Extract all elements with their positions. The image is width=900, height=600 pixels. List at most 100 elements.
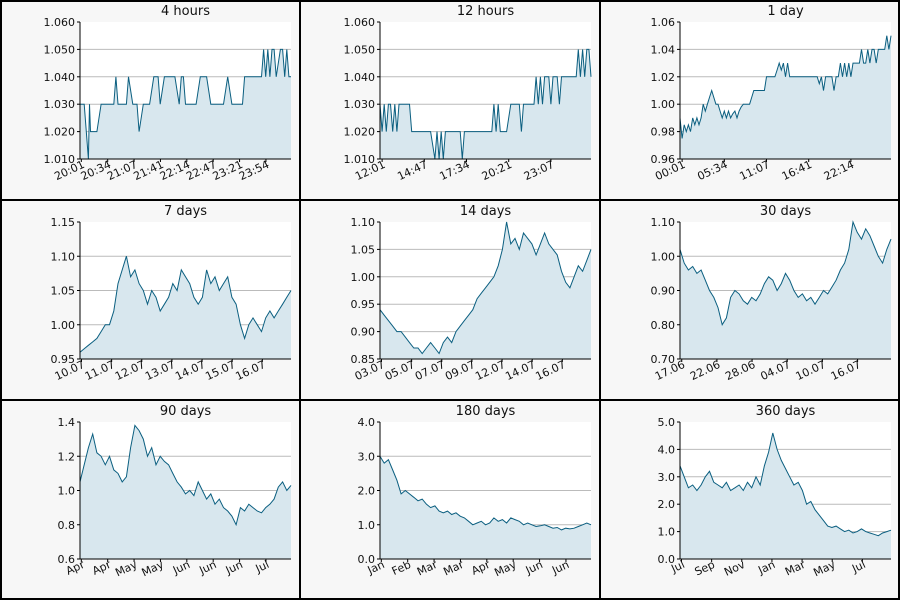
x-tick-label: 17:34 xyxy=(438,158,472,183)
grid-border-left xyxy=(0,0,2,600)
y-tick-label: 0.80 xyxy=(651,319,676,332)
y-tick-label: 1.06 xyxy=(651,16,676,29)
x-tick-label: Mar xyxy=(783,558,808,579)
series-line xyxy=(679,220,892,326)
y-tick-label: 1.02 xyxy=(651,71,676,84)
series-line xyxy=(379,456,592,531)
chart-title: 7 days xyxy=(164,204,207,219)
y-tick-label: 0.70 xyxy=(651,353,676,366)
y-tick-label: 0.0 xyxy=(358,553,376,566)
y-tick-label: 1.020 xyxy=(44,126,76,139)
chart-panel-4-hours: 1.010 1.020 1.030 1.040 1.050 1.060 20:01 20:34… xyxy=(0,0,300,200)
x-tick-label: Apr xyxy=(90,558,113,578)
chart-panel-12-hours: 1.010 1.020 1.030 1.040 1.050 1.060 12:01 14:47… xyxy=(300,0,600,200)
grid-divider-h2 xyxy=(0,399,900,401)
y-tick-label: 0.8 xyxy=(58,519,76,532)
chart-panel-90-days: 0.6 0.8 1.0 1.2 1.4 Apr Apr May May Jun Jun Jun Jul 9… xyxy=(0,400,300,600)
y-tick-label: 3.0 xyxy=(358,450,376,463)
x-tick-label: 28.06 xyxy=(723,358,757,383)
grid-border-top xyxy=(0,0,900,2)
series-area xyxy=(680,222,891,359)
chart-title: 14 days xyxy=(460,204,512,219)
y-tick-label: 1.04 xyxy=(651,43,676,56)
grid-border-right xyxy=(898,0,900,600)
x-tick-label: Jan xyxy=(755,558,777,577)
x-tick-label: May xyxy=(140,558,167,580)
x-tick-label: 22:14 xyxy=(822,158,856,183)
y-tick-label: 0.6 xyxy=(58,553,76,566)
x-tick-label: Jun xyxy=(549,558,571,577)
x-tick-label: 16.07 xyxy=(534,358,568,383)
chart-panel-7-days: 0.95 1.00 1.05 1.10 1.15 10.07 11.07 12.07 13.07… xyxy=(0,200,300,400)
chart-14-days: 0.850.900.951.001.051.1003.0705.0707.070… xyxy=(351,204,592,383)
x-tick-label: 09.07 xyxy=(443,358,477,383)
series-area xyxy=(80,425,291,559)
series-area xyxy=(380,456,591,559)
x-tick-label: 05:34 xyxy=(695,158,729,183)
x-tick-label: 10.07 xyxy=(794,358,828,383)
y-tick-label: 1.030 xyxy=(344,98,376,111)
y-tick-label: 4.0 xyxy=(358,416,376,429)
grid-divider-v1 xyxy=(299,0,301,600)
y-tick-label: 0.95 xyxy=(51,353,76,366)
chart-title: 1 day xyxy=(767,4,804,19)
y-tick-label: 1.10 xyxy=(651,216,676,229)
chart-title: 30 days xyxy=(760,204,812,219)
series-line xyxy=(79,256,292,353)
x-tick-label: 23:54 xyxy=(237,158,271,183)
y-tick-label: 2.0 xyxy=(658,498,676,511)
y-tick-label: 1.05 xyxy=(351,243,376,256)
x-tick-label: May xyxy=(492,558,519,580)
y-tick-label: 1.010 xyxy=(344,153,376,166)
y-tick-label: 0.0 xyxy=(658,553,676,566)
x-tick-label: Mar xyxy=(441,558,466,579)
x-tick-label: 12.07 xyxy=(113,358,147,383)
chart-title: 180 days xyxy=(456,404,516,419)
x-tick-label: 23:07 xyxy=(522,158,556,183)
x-tick-label: Jul xyxy=(253,558,271,576)
y-tick-label: 1.05 xyxy=(51,285,76,298)
y-tick-label: 1.020 xyxy=(344,126,376,139)
y-tick-label: 0.96 xyxy=(651,153,676,166)
series-line xyxy=(80,48,291,160)
chart-title: 90 days xyxy=(160,404,212,419)
chart-title: 360 days xyxy=(756,404,816,419)
x-tick-label: 15.07 xyxy=(203,358,237,383)
x-tick-label: 11:07 xyxy=(738,158,772,183)
chart-panel-180-days: 0.0 1.0 2.0 3.0 4.0 Jan Feb Mar Mar Apr May Jun Jun 1… xyxy=(300,400,600,600)
x-tick-label: 22.06 xyxy=(688,358,722,383)
y-tick-label: 1.10 xyxy=(51,250,76,263)
y-tick-label: 1.060 xyxy=(44,16,76,29)
series-line xyxy=(379,48,592,160)
chart-title: 12 hours xyxy=(457,4,514,19)
chart-title: 4 hours xyxy=(161,4,210,19)
series-line xyxy=(679,432,892,537)
x-tick-label: Nov xyxy=(722,558,747,579)
x-tick-label: May xyxy=(811,558,838,580)
x-tick-label: 16.07 xyxy=(234,358,268,383)
grid-border-bottom xyxy=(0,598,900,600)
x-tick-label: 11.07 xyxy=(83,358,117,383)
y-tick-label: 5.0 xyxy=(658,416,676,429)
y-tick-label: 1.010 xyxy=(44,153,76,166)
x-tick-label: Jun xyxy=(223,558,245,577)
series-area xyxy=(80,256,291,359)
y-tick-label: 0.95 xyxy=(351,298,376,311)
y-tick-label: 1.00 xyxy=(351,271,376,284)
x-tick-label: Jul xyxy=(668,558,686,576)
x-tick-label: Apr xyxy=(469,558,492,578)
y-tick-label: 1.040 xyxy=(344,71,376,84)
grid-divider-v2 xyxy=(599,0,601,600)
chart-panel-30-days: 0.70 0.80 0.90 1.00 1.10 17.06 22.06 28.06 04.07… xyxy=(600,200,900,400)
x-tick-label: 14:47 xyxy=(395,158,429,183)
y-tick-label: 1.0 xyxy=(358,519,376,532)
x-tick-label: 12.07 xyxy=(473,358,507,383)
series-area xyxy=(380,222,591,359)
x-tick-label: Mar xyxy=(415,558,440,579)
